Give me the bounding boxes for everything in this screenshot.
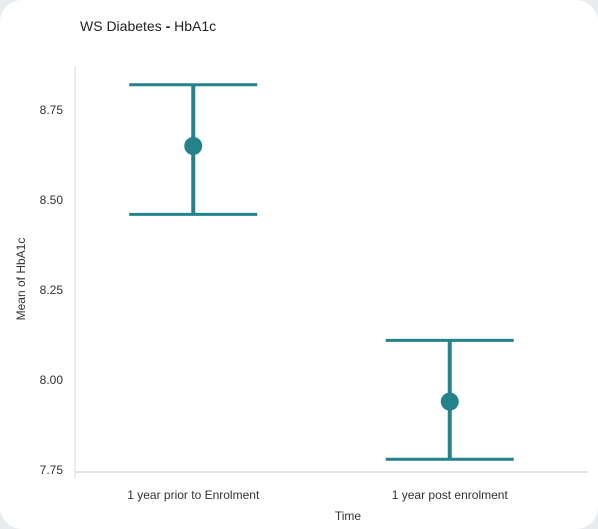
chart-title-left: WS Diabetes [80,18,162,34]
x-tick-label: 1 year post enrolment [392,488,509,502]
y-tick-label: 8.00 [40,373,64,387]
chart-title: WS Diabetes - HbA1c [80,18,216,34]
chart-title-separator: - [165,18,171,34]
mean-point[interactable] [184,137,203,155]
y-tick-label: 8.25 [40,283,64,297]
x-tick-label: 1 year prior to Enrolment [127,488,260,502]
error-bar-group [385,338,514,461]
y-tick-label: 8.50 [40,193,64,207]
y-tick-label: 7.75 [40,463,64,477]
y-axis-title: Mean of HbA1c [14,238,28,321]
chart-title-right: HbA1c [174,18,217,34]
y-tick-label: 8.75 [40,103,64,117]
x-axis-title: Time [335,509,362,523]
mean-point[interactable] [440,392,459,411]
error-bar-group [129,83,258,216]
